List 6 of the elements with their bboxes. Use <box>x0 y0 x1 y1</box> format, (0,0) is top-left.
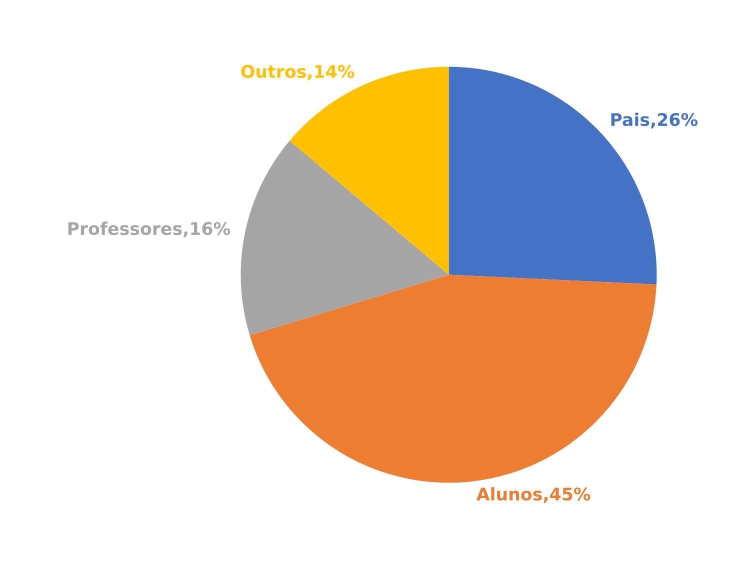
slice-label: Pais,26% <box>611 112 698 128</box>
pie-slice <box>250 274 656 483</box>
slice-label: Professores,16% <box>68 222 230 238</box>
slice-label: Alunos,45% <box>476 487 590 503</box>
slice-label: Outros,14% <box>241 64 354 80</box>
pie-slice <box>240 140 449 336</box>
